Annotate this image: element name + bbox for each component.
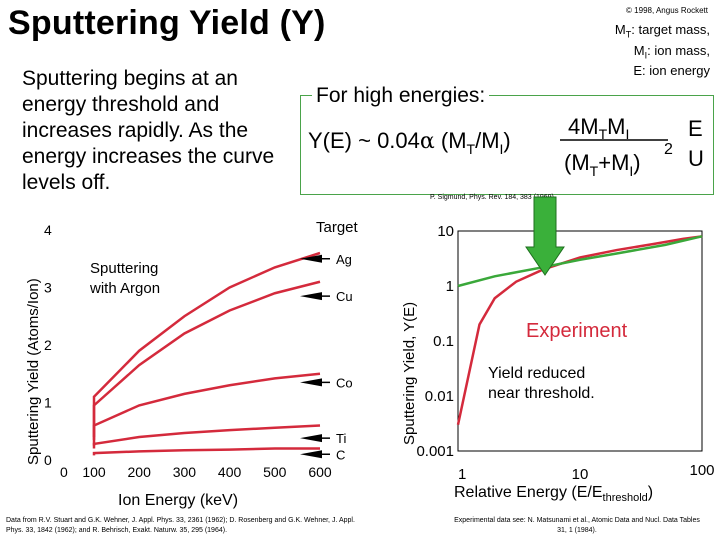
- target-pointer-icon: [300, 450, 322, 459]
- formula-reference: P. Sigmund, Phys. Rev. 184, 383 (1969).: [430, 194, 556, 201]
- definition-ion-energy: E: ion energy: [633, 63, 710, 79]
- left-chart: Sputtering Yield (Atoms/Ion) Target Sput…: [25, 219, 359, 509]
- copyright-notice: © 1998, Angus Rockett: [626, 6, 708, 15]
- formula-energy-top: E: [688, 116, 703, 141]
- right-y-tick-label: 0.1: [433, 333, 454, 350]
- formula-lhs: Y(E) ~ 0.04α (MT/MI): [308, 128, 511, 157]
- left-x-tick-label: 400: [218, 464, 242, 480]
- yield-note-line1: Yield reduced: [488, 365, 585, 382]
- left-y-axis-label: Sputtering Yield (Atoms/Ion): [25, 278, 42, 465]
- left-y-tick-label: 1: [44, 395, 52, 411]
- left-target-header: Target: [316, 219, 359, 236]
- high-energy-label: For high energies:: [312, 84, 490, 108]
- formula-numerator: 4MTMI: [568, 114, 629, 142]
- right-chart: Sputtering Yield, Y(E) Relative Energy (…: [401, 196, 715, 504]
- left-annotation-line2: with Argon: [89, 280, 160, 297]
- left-x-tick-label: 200: [128, 464, 152, 480]
- series-line-cu: [92, 280, 321, 440]
- right-y-tick-label: 0.001: [416, 443, 454, 460]
- target-label-ti: Ti: [336, 431, 346, 446]
- target-pointer-icon: [300, 378, 322, 387]
- left-x-tick-label: 300: [173, 464, 197, 480]
- left-y-tick-label: 0: [44, 452, 52, 468]
- target-pointer-icon: [300, 434, 322, 443]
- target-pointer-icon: [300, 292, 322, 301]
- target-label-co: Co: [336, 375, 353, 390]
- formula-denominator: (MT+MI): [564, 150, 641, 179]
- series-line-c: [92, 447, 320, 456]
- definition-target-mass: MT: target mass,: [614, 22, 710, 40]
- left-x-tick-label: 600: [308, 464, 332, 480]
- left-x-tick-label: 100: [82, 464, 106, 480]
- left-x-tick-label: 0: [60, 464, 68, 480]
- target-label-c: C: [336, 447, 345, 462]
- formula-energy-bottom: U: [688, 146, 704, 171]
- right-x-axis-label: Relative Energy (E/Ethreshold): [454, 484, 653, 504]
- left-x-tick-label: 500: [263, 464, 287, 480]
- left-footnote: Data from R.V. Stuart and G.K. Wehner, J…: [6, 517, 355, 534]
- right-x-tick-label: 1: [458, 466, 466, 483]
- slide-title: Sputtering Yield (Y): [8, 4, 326, 42]
- right-y-tick-label: 1: [446, 278, 454, 295]
- target-pointer-icon: [300, 254, 322, 263]
- right-y-axis-label: Sputtering Yield, Y(E): [401, 302, 418, 445]
- formula-exponent: 2: [664, 141, 673, 158]
- left-y-tick-label: 4: [44, 222, 52, 238]
- down-arrow-icon: [525, 196, 565, 276]
- left-y-tick-label: 2: [44, 337, 52, 353]
- right-footnote: Experimental data see: N. Matsunami et a…: [454, 517, 700, 534]
- right-y-tick-label: 0.01: [425, 388, 454, 405]
- target-label-cu: Cu: [336, 289, 353, 304]
- left-annotation-line1: Sputtering: [90, 260, 158, 277]
- right-x-tick-label: 10: [572, 466, 589, 483]
- variable-definitions: MT: target mass, MI: ion mass, E: ion en…: [560, 22, 710, 78]
- theory-line: [457, 235, 703, 288]
- right-x-tick-label: 100: [689, 462, 714, 479]
- series-line-ti: [92, 424, 321, 449]
- yield-note-line2: near threshold.: [488, 385, 595, 402]
- series-line-co: [92, 372, 321, 446]
- formula-box: [300, 95, 714, 195]
- left-y-tick-label: 3: [44, 280, 52, 296]
- left-x-axis-label: Ion Energy (keV): [118, 492, 238, 509]
- intro-paragraph: Sputtering begins at an energy threshold…: [22, 67, 275, 194]
- right-plot-frame: [457, 230, 703, 452]
- series-line-ag: [92, 251, 321, 437]
- formula-alpha: α: [420, 129, 435, 154]
- target-label-ag: Ag: [336, 252, 352, 267]
- right-y-tick-label: 10: [437, 223, 454, 240]
- definition-ion-mass: MI: ion mass,: [633, 42, 710, 61]
- sigmund-formula: Y(E) ~ 0.04α (MT/MI) 4MTMI (MT+MI) 2 E U: [308, 114, 704, 179]
- experiment-label: Experiment: [526, 320, 628, 342]
